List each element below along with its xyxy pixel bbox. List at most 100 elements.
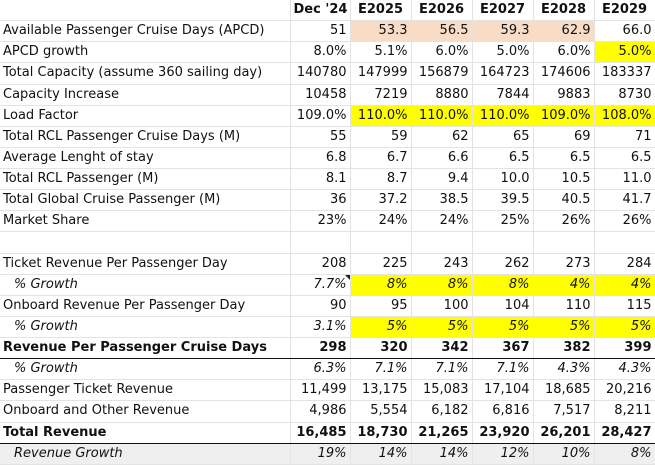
row-label[interactable]: Revenue Growth [0,443,291,465]
value-cell[interactable]: 6.8 [290,147,351,170]
value-cell[interactable]: 320 [350,336,412,360]
value-cell[interactable]: 55 [290,126,351,148]
value-cell[interactable]: 7.7% [290,274,351,296]
value-cell[interactable]: 21,265 [411,421,473,444]
value-cell[interactable]: 6.5 [594,147,655,170]
row-label[interactable]: Passenger Ticket Revenue [0,379,291,402]
row-label[interactable]: APCD growth [0,41,291,64]
value-cell[interactable]: 24% [350,210,412,233]
header-cell[interactable]: E2027 [472,0,534,22]
row-label[interactable] [0,231,291,254]
value-cell[interactable]: 8,211 [594,400,655,423]
value-cell[interactable]: 5% [594,316,655,339]
value-cell[interactable]: 100 [411,295,473,317]
value-cell[interactable]: 5,554 [350,400,412,423]
header-cell[interactable]: E2026 [411,0,473,22]
value-cell[interactable]: 4% [533,274,595,296]
value-cell[interactable]: 4.3% [594,358,655,381]
row-label[interactable]: % Growth [0,358,291,381]
value-cell[interactable]: 243 [411,253,473,275]
value-cell[interactable]: 6.3% [290,358,351,381]
value-cell[interactable]: 56.5 [411,20,473,43]
value-cell[interactable]: 8.7 [350,168,412,191]
value-cell[interactable]: 18,730 [350,421,412,444]
value-cell[interactable]: 18,685 [533,379,595,402]
value-cell[interactable]: 147999 [350,62,412,85]
value-cell[interactable]: 11,499 [290,379,351,402]
value-cell[interactable]: 3.1% [290,316,351,339]
value-cell[interactable]: 9.4 [411,168,473,191]
value-cell[interactable]: 28,427 [594,421,655,444]
row-label[interactable]: Available Passenger Cruise Days (APCD) [0,20,291,43]
row-label[interactable]: Average Lenght of stay [0,147,291,170]
value-cell[interactable]: 95 [350,295,412,317]
value-cell[interactable]: 26% [533,210,595,233]
row-label[interactable]: Total Capacity (assume 360 sailing day) [0,62,291,85]
value-cell[interactable]: 6.7 [350,147,412,170]
value-cell[interactable]: 342 [411,336,473,360]
row-label[interactable]: Capacity Increase [0,84,291,106]
row-label[interactable]: Total RCL Passenger (M) [0,168,291,191]
value-cell[interactable]: 8880 [411,84,473,106]
row-label[interactable]: Revenue Per Passenger Cruise Days [0,336,291,360]
value-cell[interactable]: 399 [594,336,655,360]
value-cell[interactable]: 41.7 [594,189,655,212]
header-cell[interactable]: E2028 [533,0,595,22]
value-cell[interactable]: 109.0% [290,105,351,127]
value-cell[interactable]: 24% [411,210,473,233]
row-label[interactable]: Total Global Cruise Passenger (M) [0,189,291,212]
value-cell[interactable]: 62 [411,126,473,148]
value-cell[interactable]: 109.0% [533,105,595,127]
value-cell[interactable]: 71 [594,126,655,148]
value-cell[interactable]: 367 [472,336,534,360]
value-cell[interactable]: 7.1% [411,358,473,381]
value-cell[interactable]: 382 [533,336,595,360]
value-cell[interactable]: 38.5 [411,189,473,212]
value-cell[interactable] [594,231,655,254]
value-cell[interactable]: 65 [472,126,534,148]
value-cell[interactable]: 5.0% [594,41,655,64]
value-cell[interactable]: 6.5 [533,147,595,170]
value-cell[interactable]: 69 [533,126,595,148]
value-cell[interactable]: 10% [533,443,595,465]
value-cell[interactable]: 14% [350,443,412,465]
value-cell[interactable] [533,231,595,254]
row-label[interactable]: % Growth [0,274,291,296]
row-label[interactable]: Onboard and Other Revenue [0,400,291,423]
value-cell[interactable]: 4,986 [290,400,351,423]
value-cell[interactable]: 26% [594,210,655,233]
value-cell[interactable]: 7.1% [350,358,412,381]
value-cell[interactable]: 59.3 [472,20,534,43]
value-cell[interactable]: 7,517 [533,400,595,423]
value-cell[interactable]: 8% [411,274,473,296]
value-cell[interactable]: 110.0% [350,105,412,127]
value-cell[interactable]: 284 [594,253,655,275]
value-cell[interactable]: 7.1% [472,358,534,381]
value-cell[interactable]: 7844 [472,84,534,106]
value-cell[interactable]: 51 [290,20,351,43]
value-cell[interactable]: 156879 [411,62,473,85]
value-cell[interactable]: 183337 [594,62,655,85]
header-cell[interactable]: E2025 [350,0,412,22]
header-cell[interactable] [0,0,291,22]
value-cell[interactable]: 19% [290,443,351,465]
value-cell[interactable] [350,231,412,254]
value-cell[interactable]: 59 [350,126,412,148]
value-cell[interactable]: 66.0 [594,20,655,43]
value-cell[interactable]: 6,182 [411,400,473,423]
value-cell[interactable]: 15,083 [411,379,473,402]
value-cell[interactable]: 8% [472,274,534,296]
value-cell[interactable]: 90 [290,295,351,317]
value-cell[interactable]: 10.0 [472,168,534,191]
value-cell[interactable]: 20,216 [594,379,655,402]
value-cell[interactable]: 13,175 [350,379,412,402]
value-cell[interactable]: 4% [594,274,655,296]
value-cell[interactable]: 140780 [290,62,351,85]
value-cell[interactable]: 53.3 [350,20,412,43]
value-cell[interactable]: 262 [472,253,534,275]
value-cell[interactable]: 14% [411,443,473,465]
value-cell[interactable]: 10.5 [533,168,595,191]
value-cell[interactable]: 6.5 [472,147,534,170]
value-cell[interactable]: 6.0% [533,41,595,64]
value-cell[interactable]: 225 [350,253,412,275]
